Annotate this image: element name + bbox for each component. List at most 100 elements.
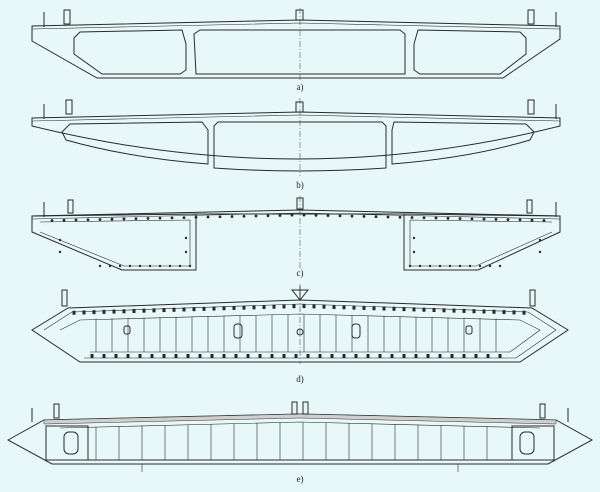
stiffener-rib (390, 354, 394, 358)
stiffener-rib (438, 354, 442, 358)
stiffener-rib (170, 216, 174, 220)
section-c-steel-twin-box: c) (31, 196, 561, 278)
stiffener-rib (312, 304, 316, 309)
stiffener-rib (92, 310, 96, 315)
stiffener-rib (126, 354, 130, 358)
stiffener-rib (98, 218, 102, 221)
stiffener-rib (206, 215, 210, 219)
stiffener-rib (252, 305, 256, 310)
stiffener-rib (362, 215, 366, 218)
stiffener-rib (108, 264, 112, 268)
section-a-concrete-box-girder: a) (31, 8, 561, 92)
stiffener-rib (462, 354, 466, 358)
stiffener-rib (422, 216, 426, 220)
stiffener-rib (110, 217, 114, 221)
stiffener-rib (158, 216, 162, 220)
stiffener-rib (392, 306, 396, 311)
stiffener-rib (402, 354, 406, 358)
stiffener-rib (446, 216, 450, 220)
stiffener-rib (332, 305, 336, 310)
stiffener-rib (432, 308, 436, 312)
stiffener-rib (366, 354, 370, 358)
stiffener-rib (338, 214, 342, 218)
stiffener-rib (492, 309, 496, 314)
stiffener-rib (282, 304, 286, 309)
stiffener-rib (212, 306, 216, 311)
stiffener-rib (386, 215, 390, 219)
stiffener-rib (168, 264, 172, 268)
stiffener-rib (258, 354, 262, 358)
stiffener-rib (192, 307, 196, 312)
stiffener-rib (314, 213, 318, 217)
deck-stiffeners-d (72, 304, 526, 358)
stiffener-rib (408, 264, 412, 268)
stiffener-rib (184, 236, 188, 240)
stiffener-rib (102, 309, 106, 314)
diaphragm-stiffeners-e (95, 422, 488, 460)
stiffener-rib (242, 305, 246, 310)
stiffener-rib (468, 264, 472, 268)
stiffener-rib (418, 264, 422, 268)
stiffener-rib (266, 214, 270, 218)
stiffener-rib (374, 215, 378, 219)
stiffener-rib (146, 217, 150, 220)
label-b: b) (296, 180, 304, 190)
stiffener-rib (498, 264, 502, 268)
stiffener-rib (434, 216, 438, 220)
stiffener-rib (182, 216, 186, 219)
stiffener-rib (90, 354, 94, 358)
stiffener-rib (482, 309, 486, 314)
stiffener-rib (270, 354, 274, 358)
section-d-steel-box-girder: d) (31, 284, 569, 384)
stiffener-rib (158, 264, 162, 268)
stiffener-rib (412, 250, 416, 254)
stiffener-rib (122, 309, 126, 314)
stiffener-rib (162, 308, 166, 313)
stiffener-rib (442, 308, 446, 313)
stiffener-rib (412, 307, 416, 312)
stiffener-rib (512, 310, 516, 315)
stiffener-rib (452, 308, 456, 313)
stiffener-rib (198, 354, 202, 358)
stiffener-rib (122, 217, 126, 221)
stiffener-rib (350, 214, 354, 218)
stiffener-rib (62, 218, 66, 222)
stiffener-rib (262, 305, 266, 310)
stiffener-rib (148, 264, 152, 268)
stiffener-rib (438, 264, 442, 268)
stiffener-rib (530, 218, 534, 222)
stiffener-rib (498, 354, 502, 358)
stiffener-rib (50, 219, 54, 222)
stiffener-rib (362, 305, 366, 310)
stiffener-rib (134, 217, 138, 221)
stiffener-rib (428, 264, 432, 268)
stiffener-rib (538, 250, 542, 254)
railing-post-left (43, 9, 557, 27)
stiffener-rib (152, 308, 156, 313)
stiffener-rib (230, 215, 234, 218)
stiffener-rib (482, 217, 486, 221)
stiffener-rib (318, 354, 322, 358)
stiffener-rib (290, 213, 294, 217)
label-d: d) (296, 374, 304, 384)
stiffener-rib (478, 264, 482, 268)
label-a: a) (297, 82, 304, 92)
stiffener-rib (150, 354, 154, 358)
stiffener-rib (538, 238, 542, 242)
stiffener-rib (222, 306, 226, 311)
stiffener-rib (218, 215, 222, 219)
stiffener-rib (282, 354, 286, 358)
stiffener-rib (474, 354, 478, 358)
stiffener-rib (342, 305, 346, 310)
stiffener-rib (278, 214, 282, 217)
stiffener-rib (426, 354, 430, 358)
railings-e (31, 401, 569, 422)
stiffener-rib (114, 354, 118, 358)
stiffener-rib (470, 217, 474, 221)
stiffener-rib (378, 354, 382, 358)
stiffener-rib (72, 310, 76, 315)
stiffener-rib (542, 219, 546, 222)
stiffener-rib (448, 264, 452, 268)
stiffener-rib (302, 304, 306, 309)
